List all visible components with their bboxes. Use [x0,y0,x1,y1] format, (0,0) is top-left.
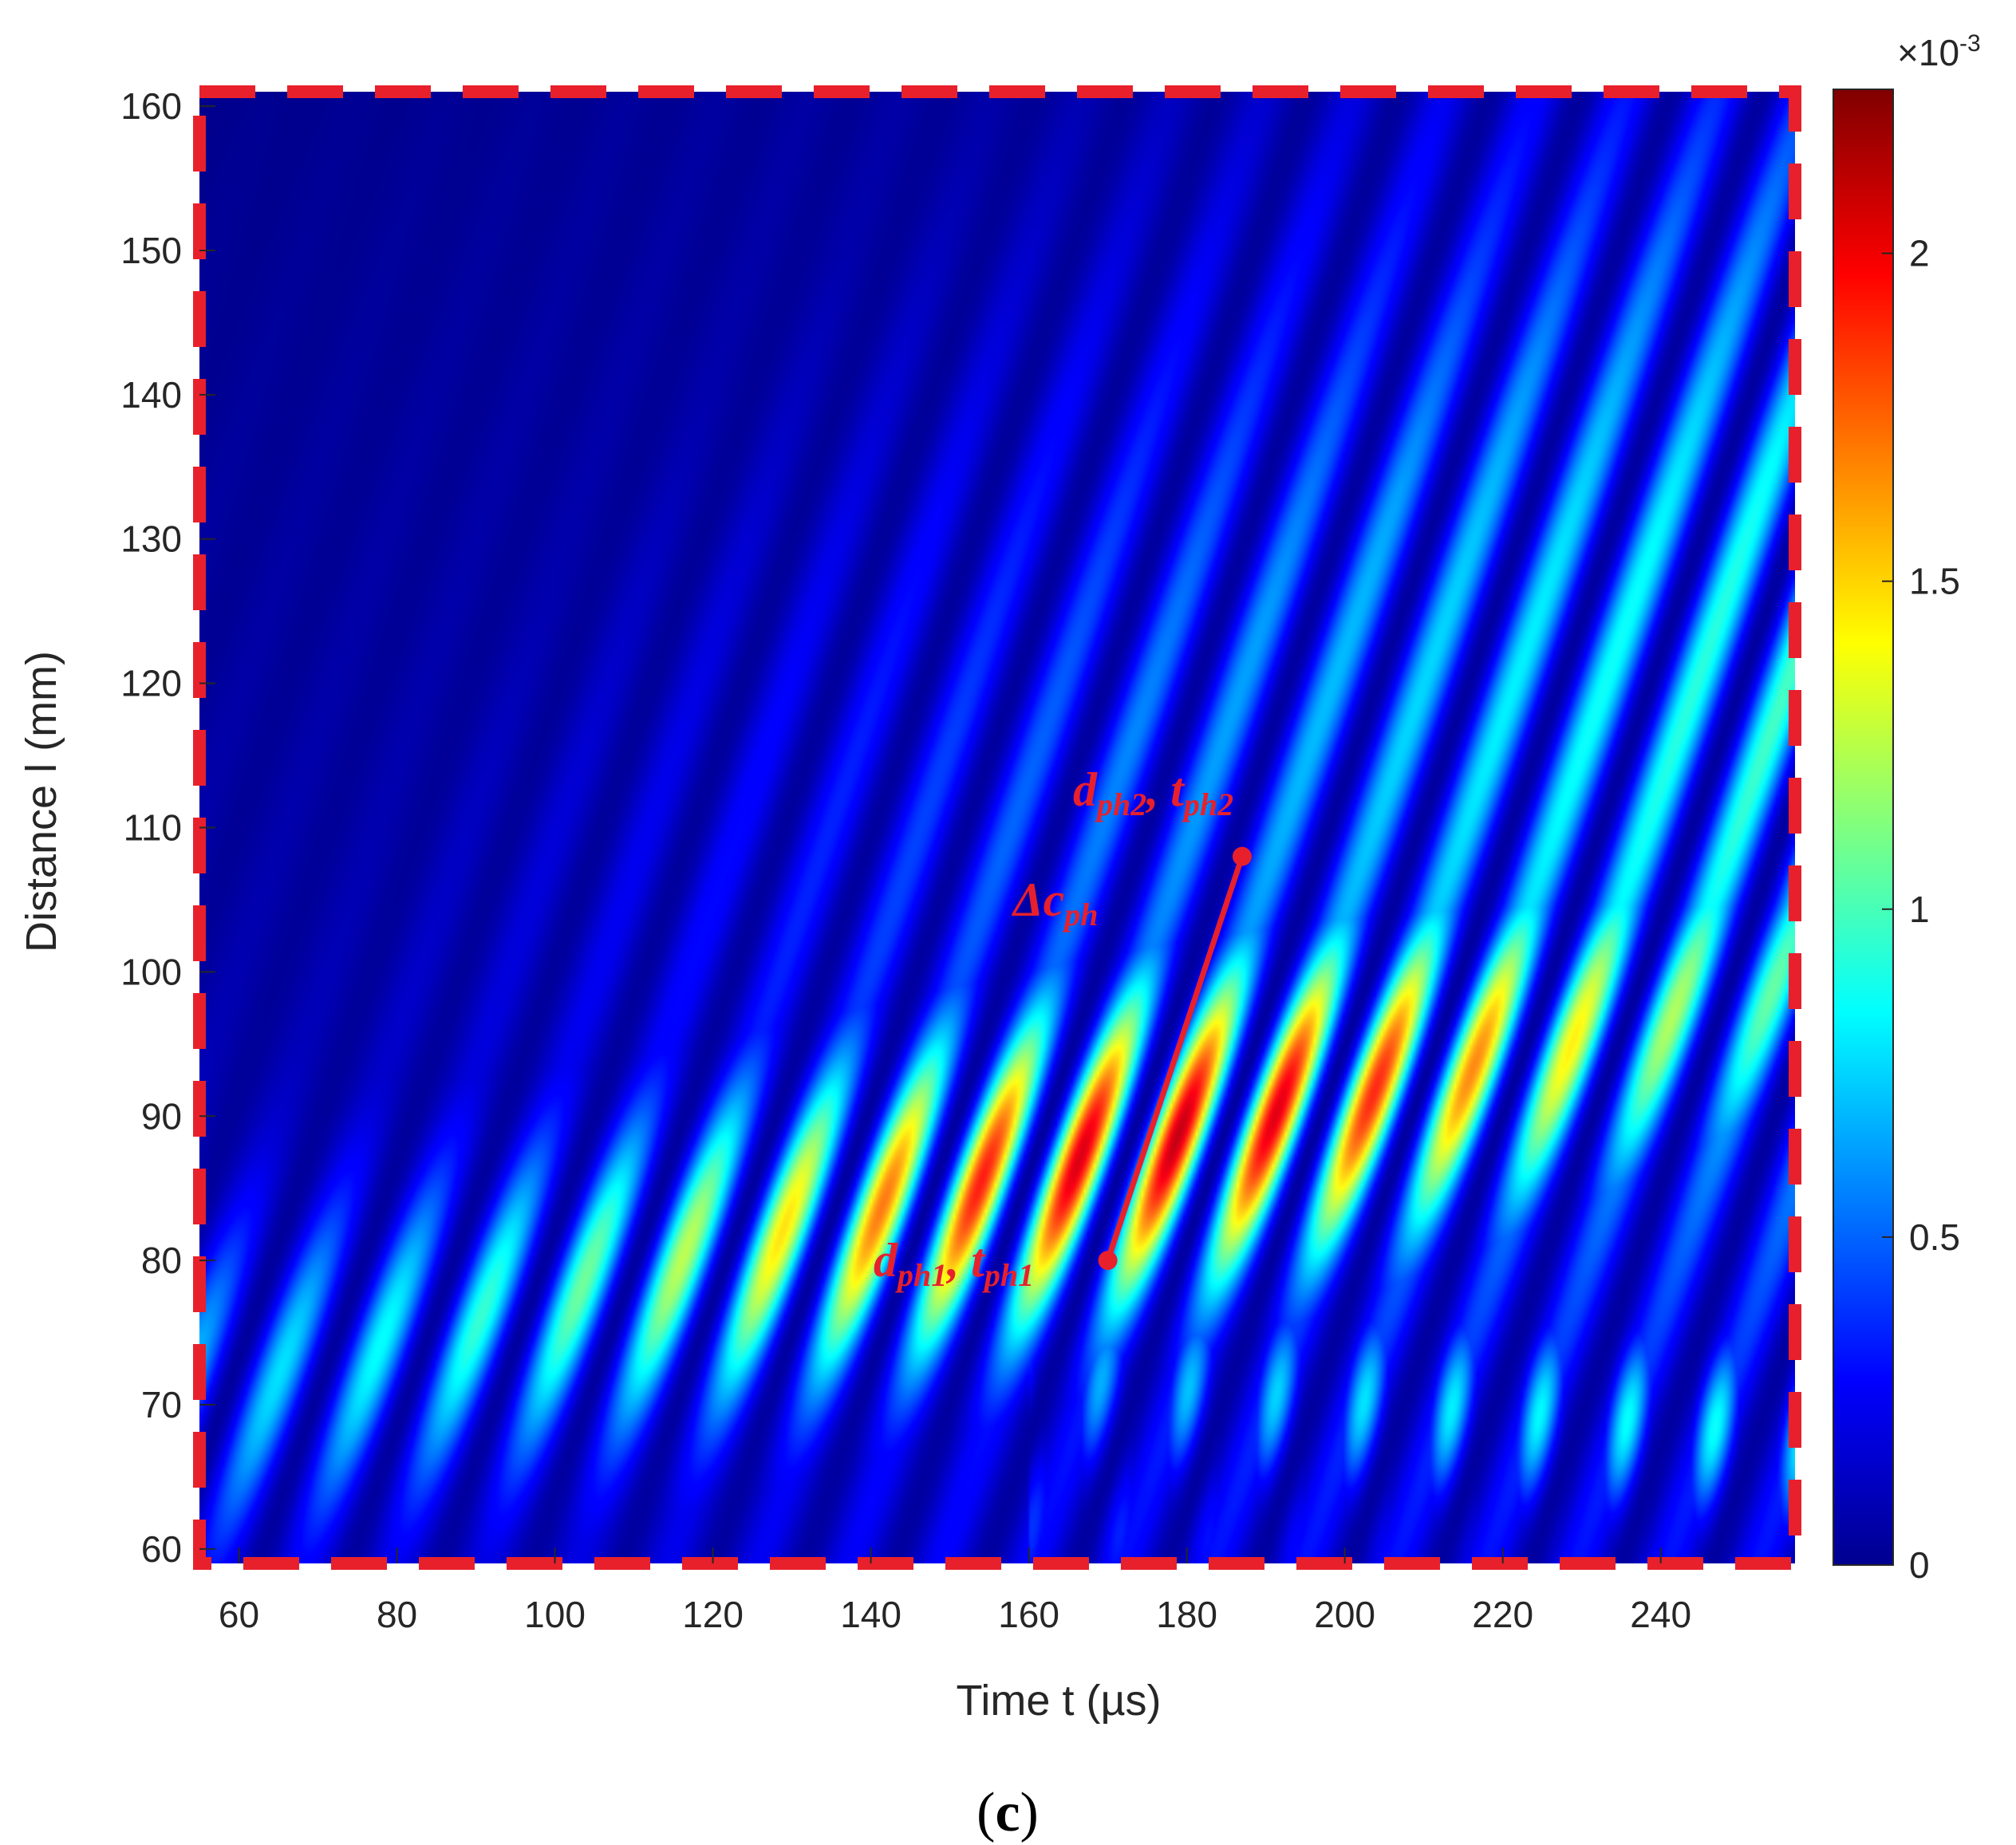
plot-area [193,85,1801,1570]
x-axis: 60 80 100 120 140 160 180 200 220 240 [219,1547,1691,1635]
x-tick-label: 240 [1630,1594,1691,1635]
colorbar-ticks: 0 0.5 1 1.5 2 [1882,233,1960,1586]
colorbar-exponent: ×10-3 [1897,30,1981,73]
y-tick-label: 100 [120,951,182,992]
x-tick-label: 80 [377,1594,417,1635]
y-tick-label: 140 [120,374,182,416]
phase-start-point [1098,1251,1118,1271]
panel-label: (c) [976,1782,1039,1843]
x-tick-label: 140 [840,1594,901,1635]
annotation-point-end: dph2, tph2 [1073,763,1233,822]
x-tick-label: 180 [1156,1594,1217,1635]
colorbar-tick-label: 0 [1909,1544,1930,1586]
y-tick-label: 160 [120,85,182,127]
y-tick-label: 60 [141,1528,182,1570]
y-tick-label: 80 [141,1240,182,1281]
y-tick-label: 70 [141,1384,182,1425]
x-tick-label: 200 [1314,1594,1375,1635]
phase-end-point [1232,846,1252,866]
x-tick-label: 100 [524,1594,586,1635]
colorbar-tick-label: 0.5 [1909,1216,1960,1258]
x-tick-label: 120 [682,1594,744,1635]
x-tick-label: 220 [1472,1594,1533,1635]
annotation-point-start: dph1, tph1 [874,1234,1034,1293]
colorbar-tick-label: 1.5 [1909,561,1960,602]
colorbar-tick-label: 1 [1909,889,1930,930]
y-tick-label: 110 [124,807,182,849]
colorbar-strip [1833,89,1894,1566]
phase-segment-group [1098,846,1252,1271]
phase-velocity-line [1105,855,1245,1262]
y-tick-label: 150 [120,230,182,271]
y-axis: 60 70 80 90 100 110 120 130 140 150 160 [120,85,215,1570]
y-tick-label: 120 [120,663,182,704]
y-tick-label: 90 [141,1095,182,1137]
colorbar-tick-label: 2 [1909,233,1930,274]
x-axis-title: Time t (µs) [956,1677,1161,1725]
x-tick-label: 60 [219,1594,259,1635]
y-tick-label: 130 [120,518,182,560]
x-tick-label: 160 [998,1594,1059,1635]
heatmap-image [199,92,1795,1563]
colorbar: 0 0.5 1 1.5 2 ×10-3 [1833,30,1981,1586]
y-axis-title: Distance l (mm) [18,651,65,952]
annotation-delta: Δcph [1012,873,1099,932]
